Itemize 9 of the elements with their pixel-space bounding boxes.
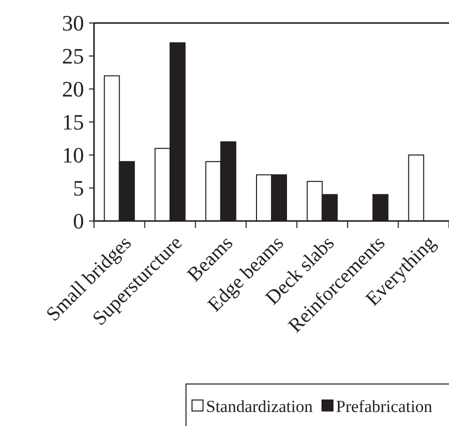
legend-label: Standardization <box>206 396 314 416</box>
y-tick-label: 20 <box>62 76 84 102</box>
legend-label: Prefabrication <box>336 396 433 416</box>
y-tick-label: 5 <box>73 176 84 201</box>
y-tick-label: 30 <box>62 10 84 36</box>
y-tick-label: 0 <box>73 208 84 234</box>
y-tick-label: 25 <box>62 44 84 69</box>
y-tick-label: 15 <box>62 110 84 135</box>
y-tick-label: 10 <box>62 142 84 168</box>
